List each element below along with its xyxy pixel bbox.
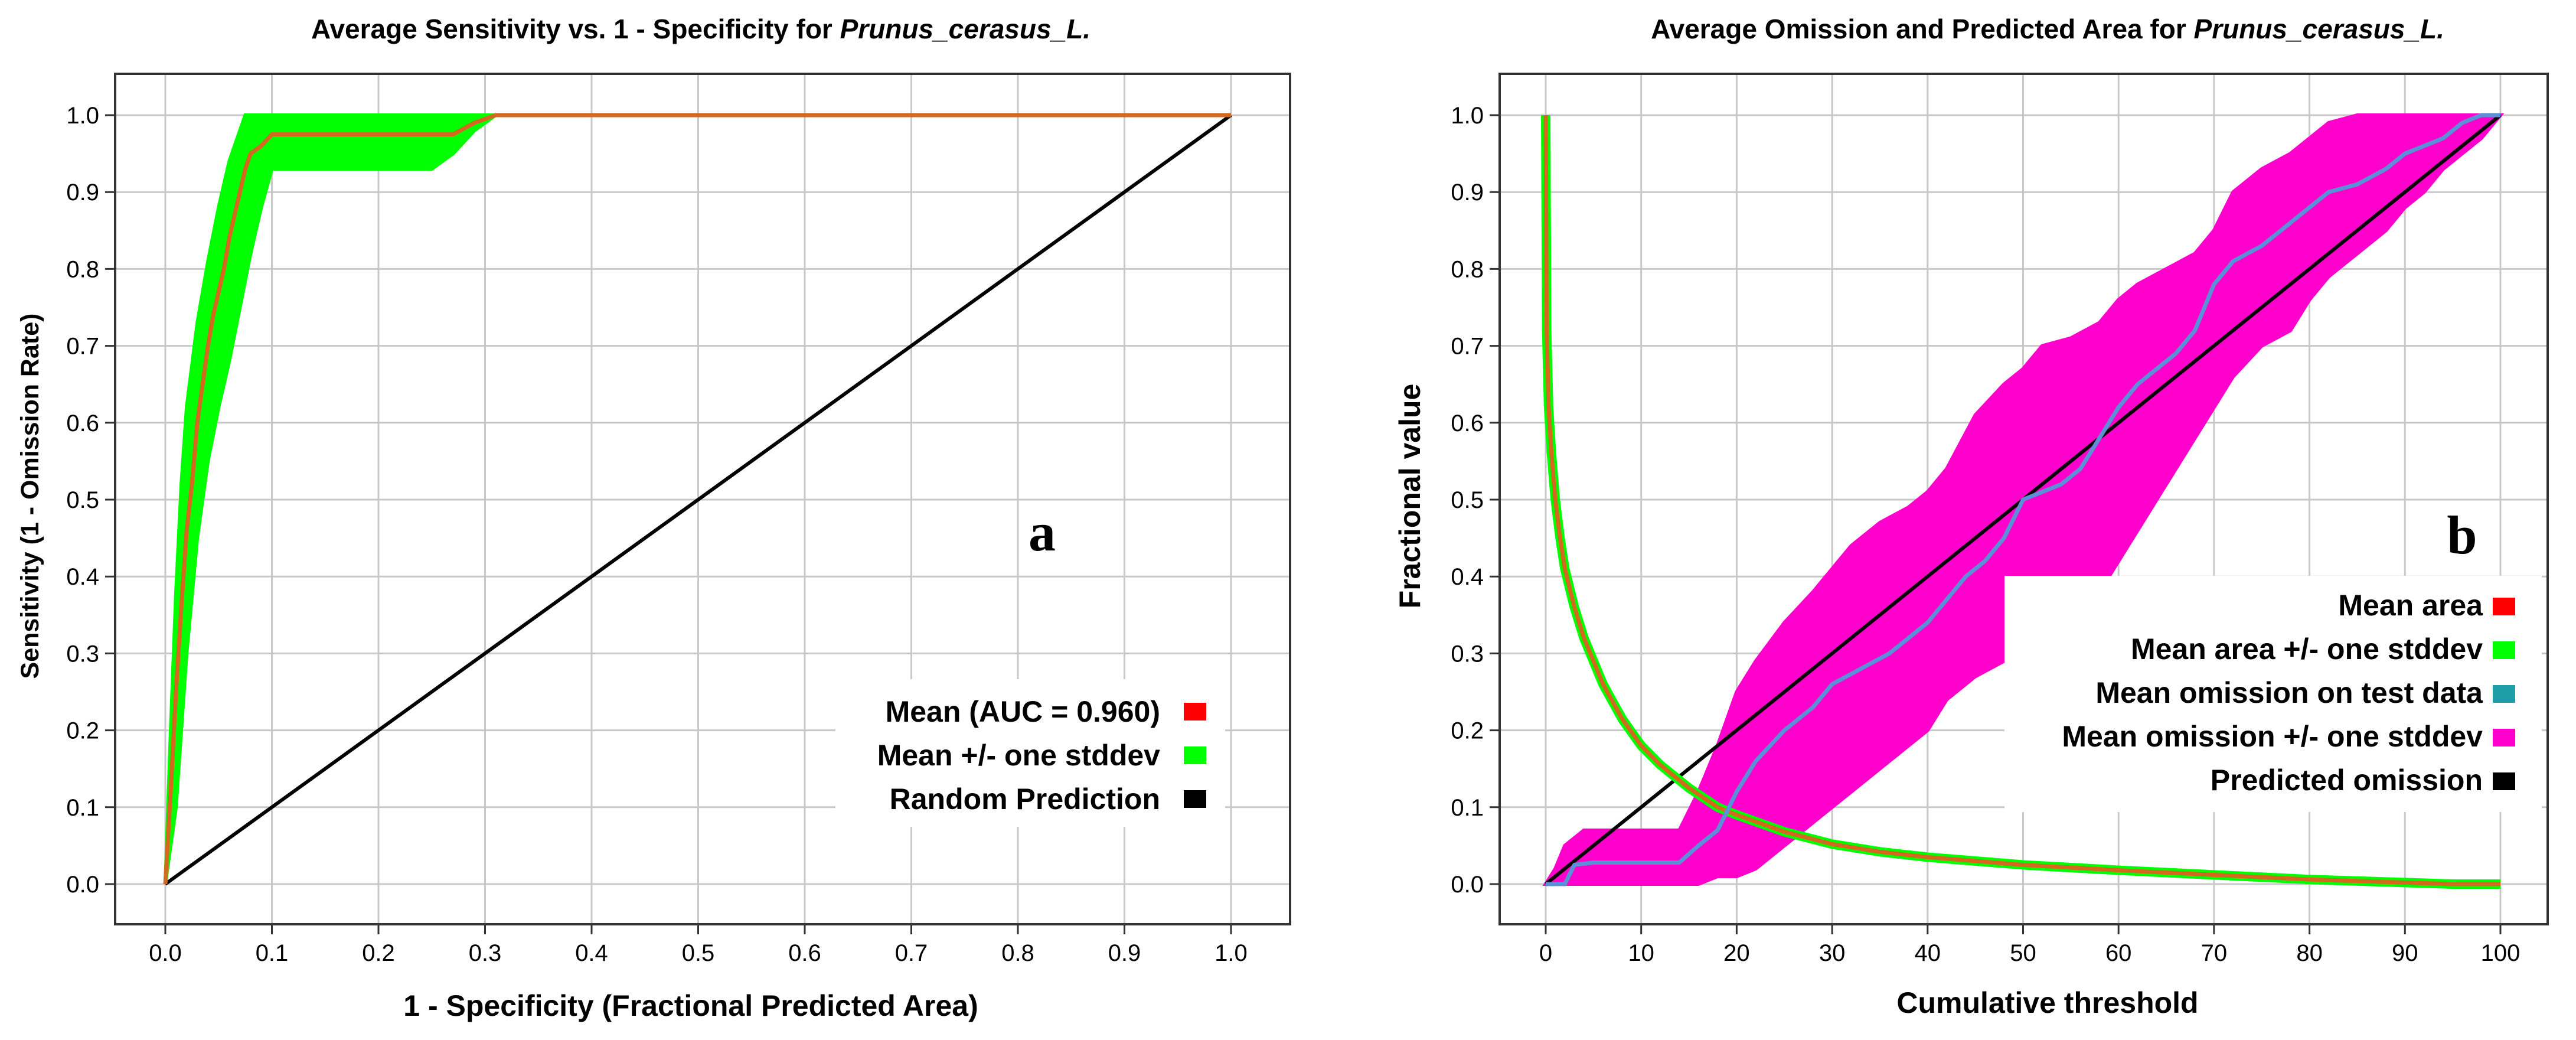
x-tick-label: 0.7 <box>895 940 928 966</box>
legend-label-mean-area-stddev: Mean area +/- one stddev <box>2131 633 2483 666</box>
y-tick-label: 0.2 <box>66 718 99 744</box>
x-tick-label: 10 <box>1628 940 1654 966</box>
y-tick-label: 0.5 <box>66 487 99 513</box>
y-tick-label: 1.0 <box>1451 103 1484 129</box>
x-tick-label: 60 <box>2105 940 2132 966</box>
panel-b-letter: b <box>2447 505 2477 565</box>
panel-a-y-axis-label: Sensitivity (1 - Omission Rate) <box>16 314 44 679</box>
panel-b-y-ticks: 0.0 0.1 0.2 0.3 0.4 0.5 0.6 0.7 0.8 0.9 1.0 <box>1451 103 1500 898</box>
x-tick-label: 80 <box>2296 940 2323 966</box>
panel-a-stddev-band <box>164 113 1231 885</box>
x-tick-label: 0.2 <box>362 940 395 966</box>
y-tick-label: 0.4 <box>1451 564 1484 590</box>
x-tick-label: 0.3 <box>469 940 502 966</box>
y-tick-label: 0.7 <box>66 334 99 360</box>
x-tick-label: 0.5 <box>682 940 715 966</box>
legend-swatch-mean-area <box>2493 598 2515 615</box>
panel-b-title: Average Omission and Predicted Area for … <box>1651 14 2444 44</box>
panel-a-legend: Mean (AUC = 0.960) Mean +/- one stddev R… <box>835 679 1225 827</box>
legend-swatch-predicted-omission <box>2493 772 2515 790</box>
x-tick-label: 0.8 <box>1001 940 1034 966</box>
legend-label-predicted-omission: Predicted omission <box>2211 764 2483 797</box>
y-tick-label: 0.4 <box>66 564 99 590</box>
panel-b-x-ticks: 0 10 20 30 40 50 60 70 80 90 100 <box>1539 924 2521 966</box>
mean-roc-line <box>163 113 1231 885</box>
x-tick-label: 100 <box>2481 940 2521 966</box>
y-tick-label: 1.0 <box>66 103 99 129</box>
y-tick-label: 0.9 <box>66 180 99 206</box>
x-tick-label: 0.0 <box>149 940 182 966</box>
legend-swatch-mean-auc <box>1184 703 1206 720</box>
x-tick-label: 0.6 <box>788 940 821 966</box>
legend-swatch-mean-omission-stddev <box>2493 729 2515 746</box>
x-tick-label: 70 <box>2201 940 2228 966</box>
x-tick-label: 50 <box>2010 940 2036 966</box>
legend-swatch-mean-area-stddev <box>2493 641 2515 659</box>
y-tick-label: 0.7 <box>1451 334 1484 360</box>
y-tick-label: 0.6 <box>66 410 99 436</box>
legend-swatch-mean-stddev <box>1184 746 1206 764</box>
legend-label-mean-stddev: Mean +/- one stddev <box>877 739 1160 772</box>
mean-area-line <box>1543 115 2500 886</box>
x-tick-label: 0 <box>1539 940 1552 966</box>
y-tick-label: 0.3 <box>66 641 99 667</box>
y-tick-label: 0.0 <box>1451 872 1484 898</box>
x-tick-label: 0.9 <box>1108 940 1141 966</box>
x-tick-label: 0.4 <box>575 940 608 966</box>
panel-b: Average Omission and Predicted Area for … <box>1393 14 2549 1019</box>
panel-b-x-axis-label: Cumulative threshold <box>1896 986 2198 1019</box>
panel-b-y-axis-label: Fractional value <box>1393 384 1426 609</box>
panel-a-x-axis-label: 1 - Specificity (Fractional Predicted Ar… <box>403 989 978 1022</box>
legend-label-mean-auc: Mean (AUC = 0.960) <box>886 695 1160 728</box>
panel-a-letter: a <box>1029 502 1056 562</box>
panel-b-legend-background <box>2004 576 2542 812</box>
y-tick-label: 0.3 <box>1451 641 1484 667</box>
panel-a-title: Average Sensitivity vs. 1 - Specificity … <box>311 14 1091 44</box>
legend-label-mean-omission-test: Mean omission on test data <box>2095 676 2483 709</box>
panel-b-lines <box>1541 113 2502 889</box>
y-tick-label: 0.1 <box>1451 795 1484 821</box>
y-tick-label: 0.0 <box>66 872 99 898</box>
x-tick-label: 0.1 <box>256 940 289 966</box>
x-tick-label: 30 <box>1819 940 1846 966</box>
panel-a-x-ticks: 0.0 0.1 0.2 0.3 0.4 0.5 0.6 0.7 0.8 0.9 1.0 <box>149 924 1248 966</box>
y-tick-label: 0.8 <box>1451 256 1484 282</box>
stddev-band <box>164 113 1231 885</box>
legend-label-mean-omission-stddev: Mean omission +/- one stddev <box>2062 720 2483 753</box>
legend-swatch-random-prediction <box>1184 790 1206 808</box>
panel-a-lines <box>163 113 1232 886</box>
y-tick-label: 0.6 <box>1451 410 1484 436</box>
legend-label-mean-area: Mean area <box>2338 589 2483 622</box>
random-prediction-line <box>164 113 1232 886</box>
x-tick-label: 20 <box>1723 940 1750 966</box>
y-tick-label: 0.2 <box>1451 718 1484 744</box>
panel-a-legend-background <box>835 679 1225 827</box>
x-tick-label: 90 <box>2392 940 2418 966</box>
y-tick-label: 0.9 <box>1451 180 1484 206</box>
mean-omission-line <box>1546 113 2500 886</box>
x-tick-label: 1.0 <box>1214 940 1248 966</box>
legend-swatch-mean-omission-test <box>2493 685 2515 703</box>
y-tick-label: 0.8 <box>66 256 99 282</box>
x-tick-label: 40 <box>1915 940 1941 966</box>
y-tick-label: 0.5 <box>1451 487 1484 513</box>
panel-a-y-ticks: 0.0 0.1 0.2 0.3 0.4 0.5 0.6 0.7 0.8 0.9 1.0 <box>66 103 115 898</box>
legend-label-random-prediction: Random Prediction <box>890 783 1160 816</box>
y-tick-label: 0.1 <box>66 795 99 821</box>
panel-a: Average Sensitivity vs. 1 - Specificity … <box>16 14 1291 1022</box>
panel-b-legend: Mean area Mean area +/- one stddev Mean … <box>2004 576 2542 812</box>
